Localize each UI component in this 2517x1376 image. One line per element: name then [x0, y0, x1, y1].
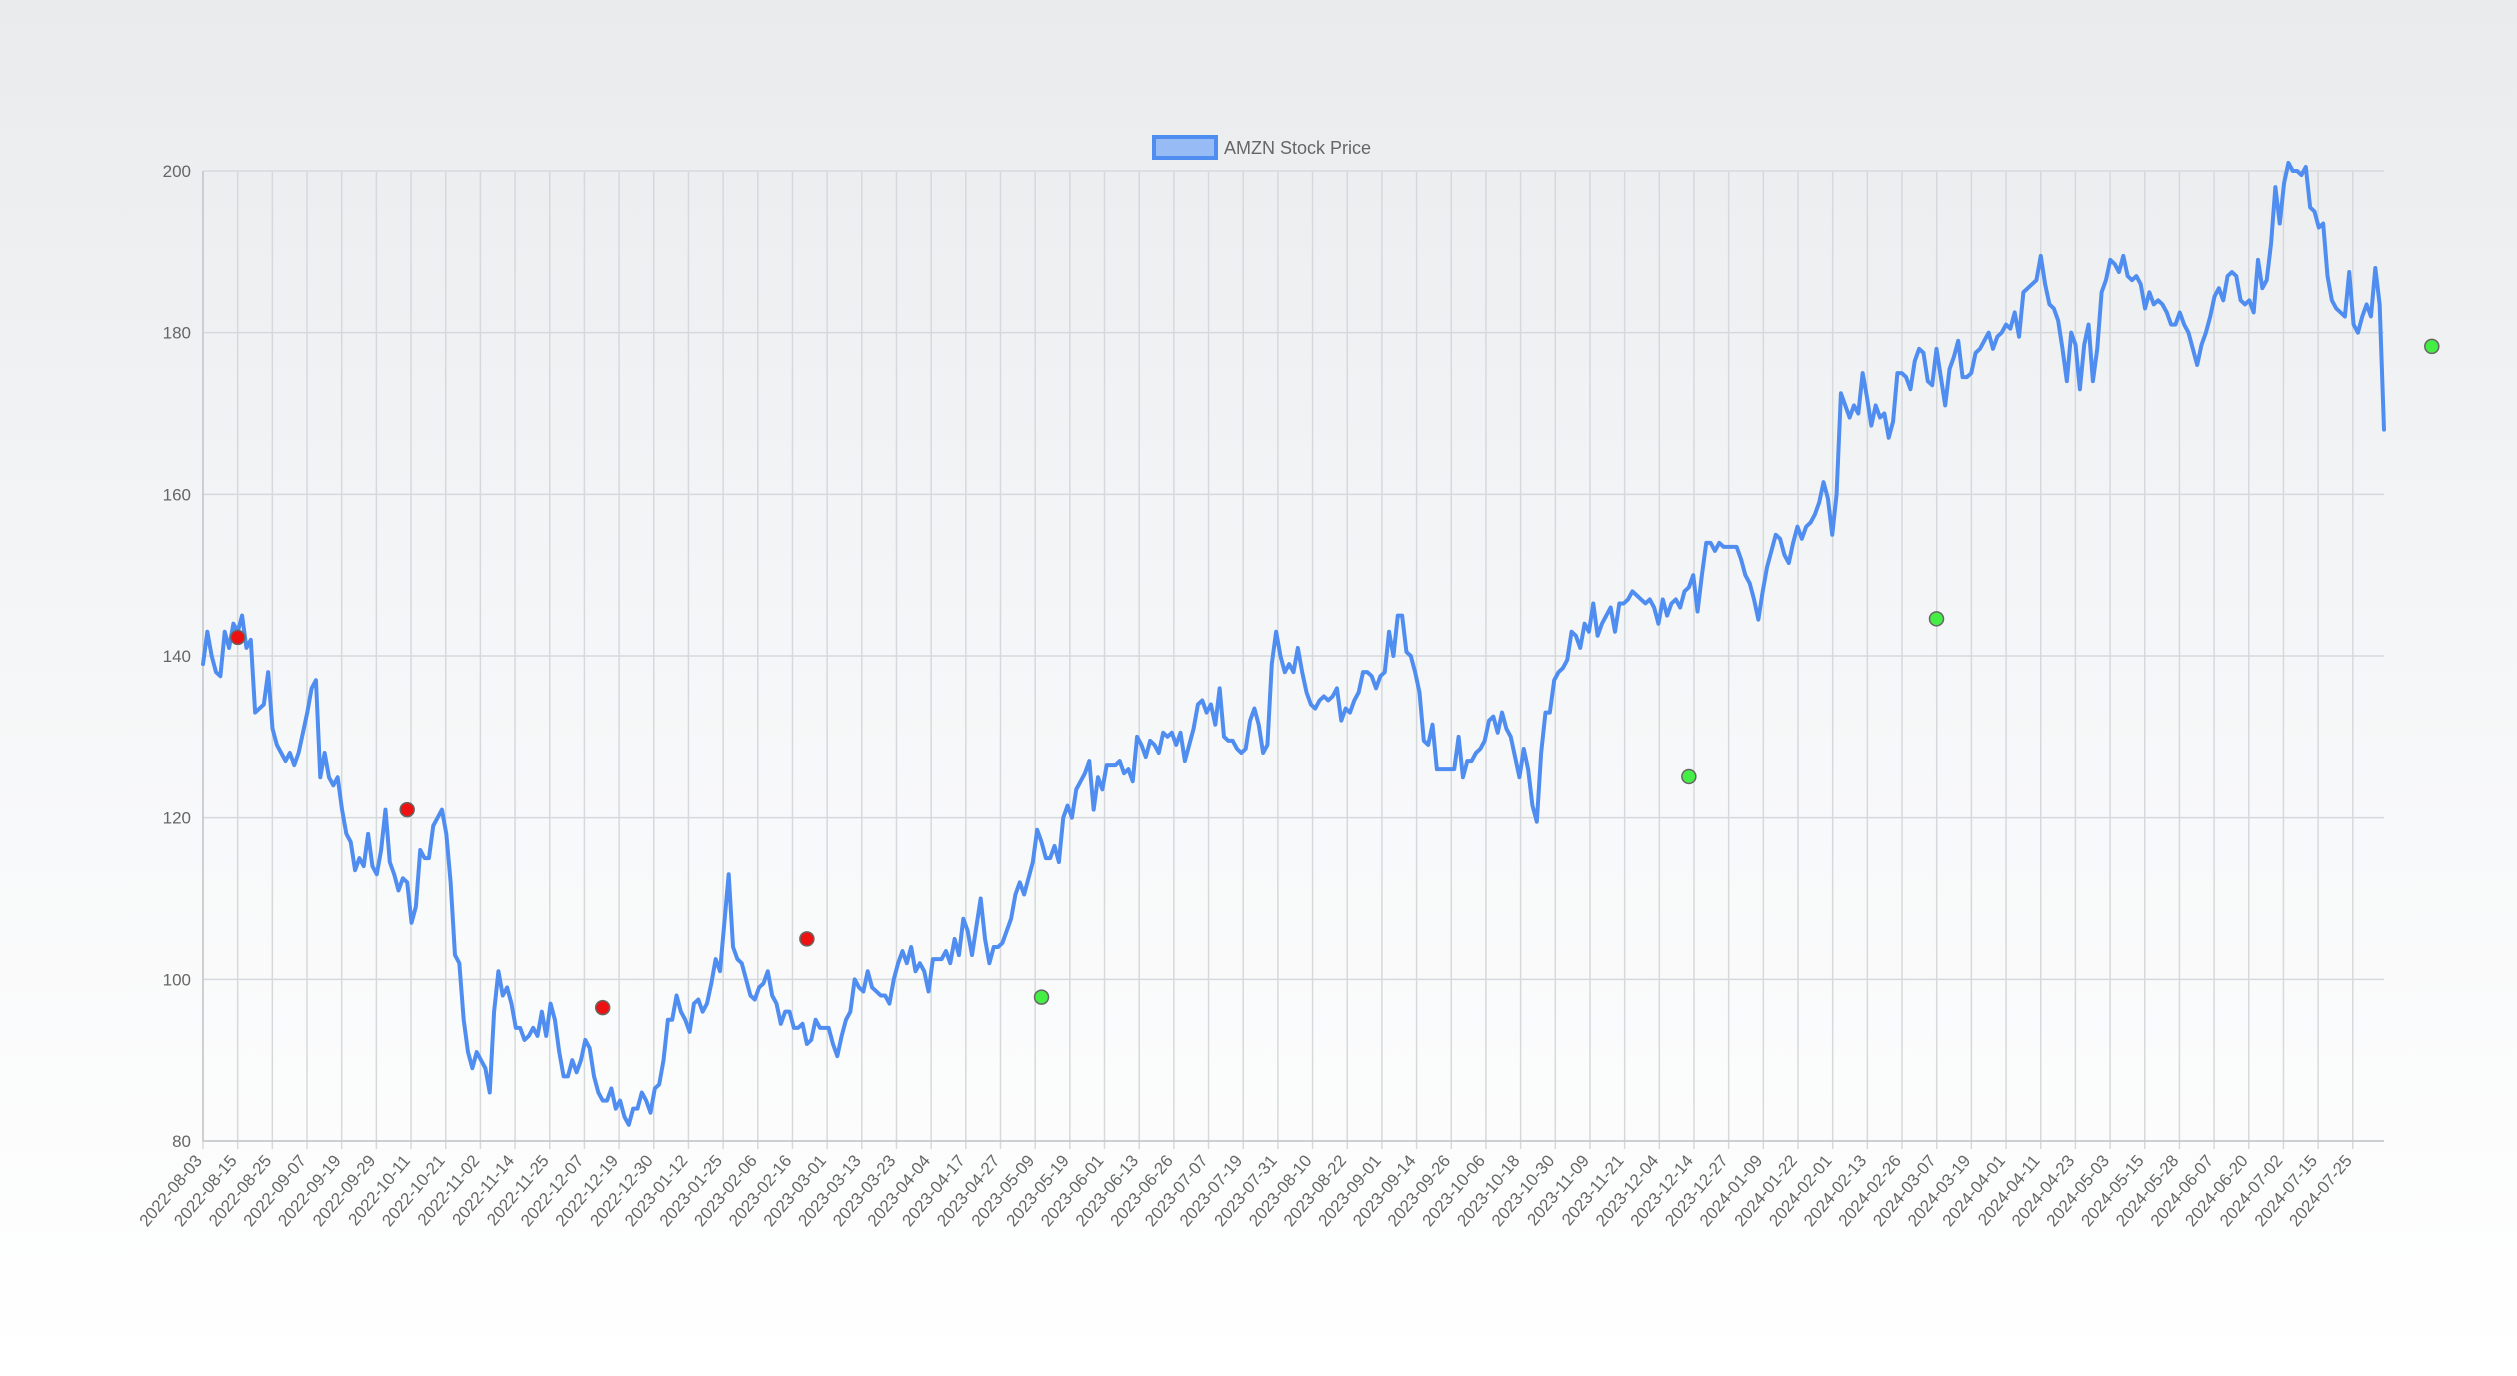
series-line-amzn[interactable]	[201, 160, 2386, 1127]
sell-marker[interactable]	[594, 999, 611, 1016]
legend-swatch[interactable]	[1152, 135, 1218, 160]
sell-marker[interactable]	[399, 801, 415, 818]
axes: 801001201401601802002022-08-032022-08-15…	[136, 162, 2384, 1230]
y-tick-label: 160	[163, 485, 191, 504]
y-tick-label: 180	[163, 324, 191, 343]
buy-marker[interactable]	[1681, 768, 1697, 785]
y-tick-label: 140	[163, 647, 191, 666]
buy-marker[interactable]	[1033, 989, 1050, 1005]
sell-marker[interactable]	[230, 629, 246, 646]
y-tick-label: 120	[163, 809, 191, 828]
y-tick-label: 200	[163, 162, 191, 181]
series	[201, 160, 2386, 1127]
legend-label[interactable]: AMZN Stock Price	[1224, 138, 1371, 158]
y-tick-label: 100	[163, 970, 191, 989]
y-tick-label: 80	[172, 1132, 191, 1151]
sell-marker[interactable]	[799, 931, 815, 947]
grid	[202, 170, 2384, 1149]
buy-marker[interactable]	[2424, 338, 2440, 355]
legend[interactable]: AMZN Stock Price	[1152, 135, 1371, 160]
trade-markers	[230, 338, 2440, 1016]
buy-marker[interactable]	[1928, 611, 1945, 627]
